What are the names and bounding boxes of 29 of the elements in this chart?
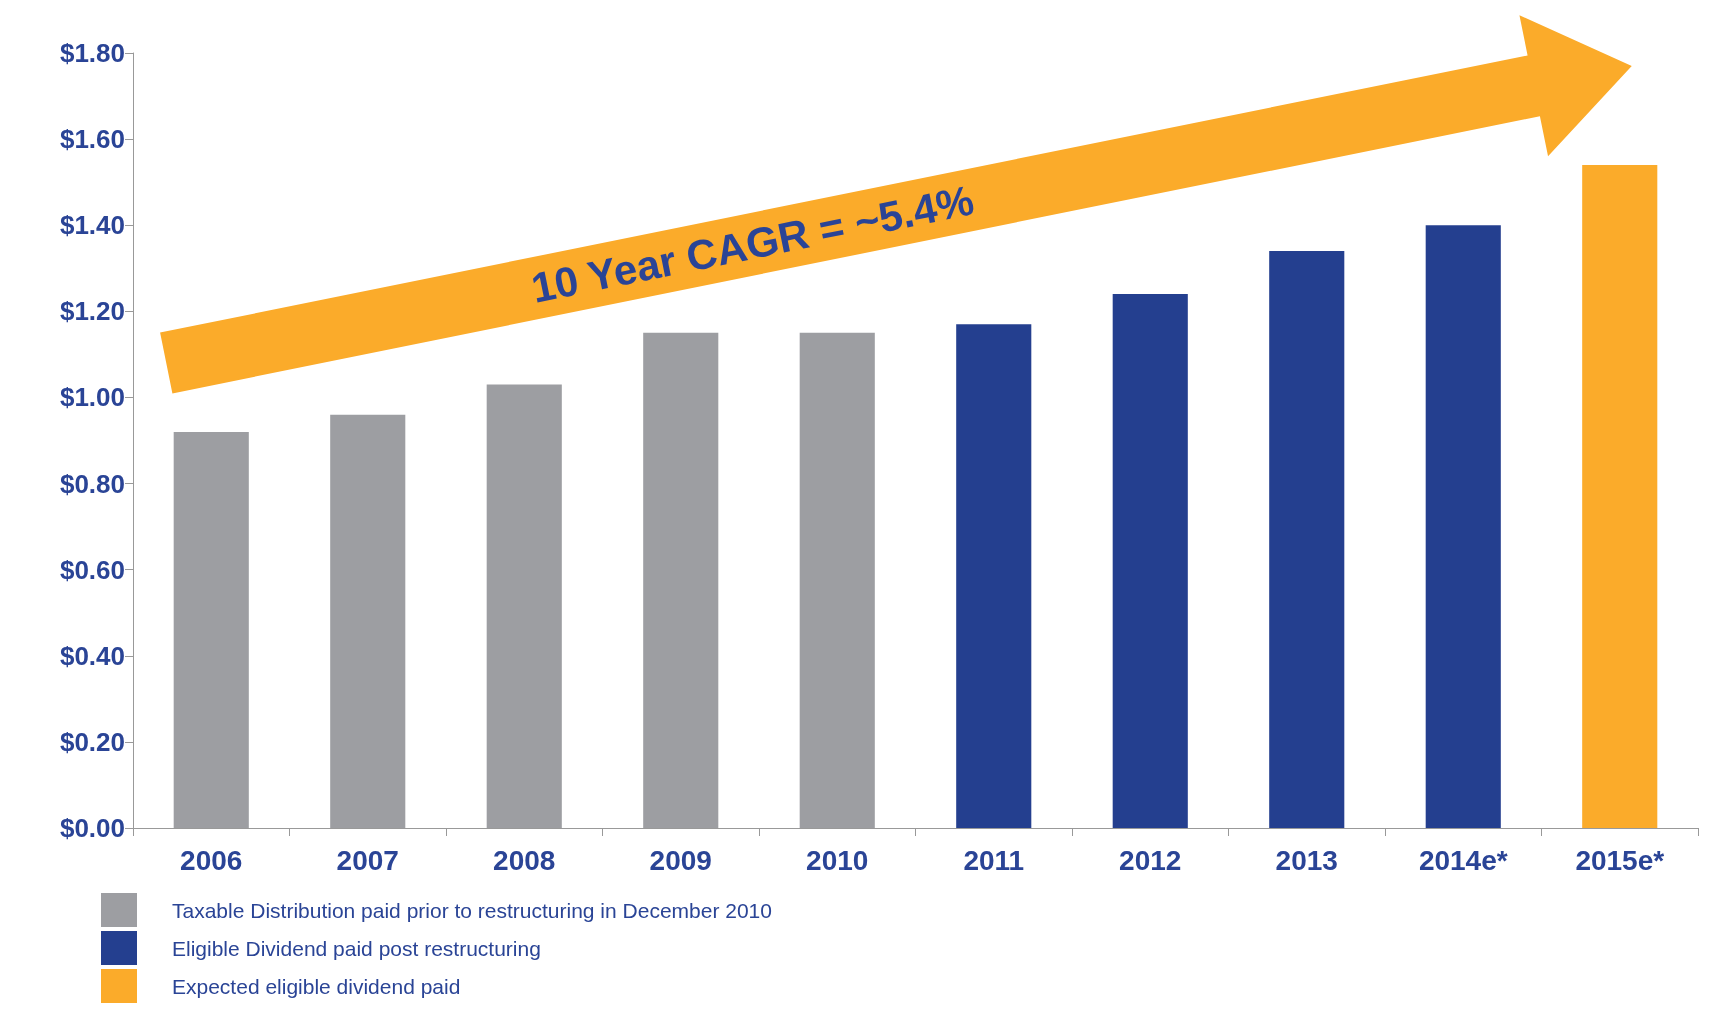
x-tick-label: 2013: [1275, 844, 1338, 876]
y-tick-label: $0.80: [59, 468, 125, 499]
legend-label: Eligible Dividend paid post restructuring: [172, 936, 541, 960]
y-tick-label: $1.00: [59, 382, 125, 413]
x-tick-label: 2006: [180, 844, 243, 876]
y-tick-label: $1.80: [59, 38, 125, 68]
x-tick-label: 2009: [649, 844, 712, 876]
y-tick-label: $1.40: [59, 210, 125, 241]
x-tick-label: 2010: [806, 844, 869, 876]
x-tick-label: 2015e*: [1575, 844, 1665, 876]
y-tick-label: $0.60: [59, 554, 125, 585]
y-tick-label: $1.20: [59, 296, 125, 327]
annotation: 10 Year CAGR = ~5.4%: [527, 176, 978, 312]
y-tick-label: $0.40: [59, 640, 125, 671]
y-tick-label: $1.60: [59, 124, 125, 155]
bar: [1112, 294, 1188, 828]
x-tick-label: 2007: [336, 844, 399, 876]
x-tick-label: 2011: [963, 844, 1025, 876]
bar: [956, 324, 1032, 828]
x-tick-label: 2012: [1119, 844, 1182, 876]
bar: [1269, 251, 1345, 828]
x-tick-label: 2014e*: [1418, 844, 1508, 876]
y-tick-label: $0.00: [59, 813, 125, 843]
bar: [1582, 164, 1658, 828]
bar: [1425, 225, 1501, 828]
legend-label: Expected eligible dividend paid: [172, 974, 461, 998]
y-tick-label: $0.20: [59, 726, 125, 757]
x-tick-label: 2008: [493, 844, 556, 876]
legend-label: Taxable Distribution paid prior to restructuring in December 2010: [172, 898, 772, 922]
